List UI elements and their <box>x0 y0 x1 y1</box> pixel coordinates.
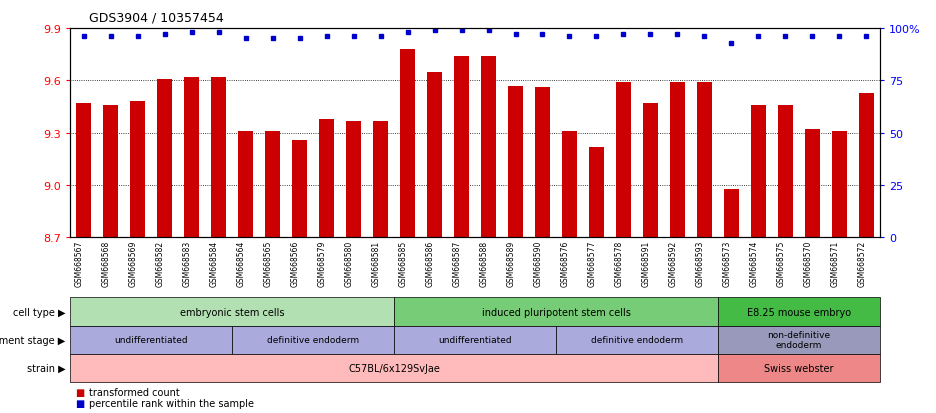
Text: GSM668567: GSM668567 <box>75 240 83 286</box>
Text: GSM668592: GSM668592 <box>668 240 678 286</box>
Text: GSM668577: GSM668577 <box>588 240 596 286</box>
Bar <box>832 132 847 238</box>
Bar <box>859 93 874 238</box>
Text: GDS3904 / 10357454: GDS3904 / 10357454 <box>89 12 224 25</box>
Text: definitive endoderm: definitive endoderm <box>591 335 683 344</box>
Bar <box>238 132 253 238</box>
Bar <box>535 88 550 238</box>
Text: GSM668582: GSM668582 <box>155 240 165 286</box>
Text: C57BL/6x129SvJae: C57BL/6x129SvJae <box>348 363 440 373</box>
Bar <box>346 121 361 238</box>
Text: GSM668581: GSM668581 <box>372 240 381 286</box>
Text: induced pluripotent stem cells: induced pluripotent stem cells <box>481 307 631 317</box>
Text: E8.25 mouse embryo: E8.25 mouse embryo <box>747 307 851 317</box>
Text: ■: ■ <box>75 387 84 397</box>
Text: undifferentiated: undifferentiated <box>114 335 188 344</box>
Text: transformed count: transformed count <box>89 387 180 397</box>
Bar <box>751 106 766 238</box>
Text: development stage ▶: development stage ▶ <box>0 335 66 345</box>
Text: GSM668565: GSM668565 <box>264 240 272 286</box>
Text: cell type ▶: cell type ▶ <box>13 307 66 317</box>
Text: GSM668580: GSM668580 <box>344 240 354 286</box>
Text: GSM668571: GSM668571 <box>830 240 840 286</box>
Text: GSM668588: GSM668588 <box>479 240 489 286</box>
Text: non-definitive
endoderm: non-definitive endoderm <box>768 330 830 349</box>
Bar <box>212 78 227 238</box>
Text: undifferentiated: undifferentiated <box>438 335 512 344</box>
Text: GSM668576: GSM668576 <box>561 240 569 286</box>
Bar <box>103 106 118 238</box>
Bar <box>292 140 307 238</box>
Bar <box>265 132 280 238</box>
Bar <box>157 79 172 238</box>
Text: GSM668584: GSM668584 <box>210 240 219 286</box>
Text: GSM668569: GSM668569 <box>128 240 138 286</box>
Text: GSM668587: GSM668587 <box>452 240 461 286</box>
Bar <box>805 130 820 238</box>
Bar <box>76 104 91 238</box>
Text: GSM668590: GSM668590 <box>534 240 543 286</box>
Text: GSM668574: GSM668574 <box>750 240 758 286</box>
Text: GSM668583: GSM668583 <box>183 240 192 286</box>
Bar <box>184 78 199 238</box>
Text: GSM668575: GSM668575 <box>776 240 785 286</box>
Text: GSM668568: GSM668568 <box>102 240 110 286</box>
Text: GSM668578: GSM668578 <box>614 240 623 286</box>
Text: GSM668589: GSM668589 <box>506 240 516 286</box>
Text: GSM668572: GSM668572 <box>857 240 867 286</box>
Text: Swiss webster: Swiss webster <box>764 363 834 373</box>
Text: GSM668564: GSM668564 <box>237 240 245 286</box>
Bar <box>481 57 496 238</box>
Bar <box>508 86 523 238</box>
Text: GSM668586: GSM668586 <box>426 240 434 286</box>
Bar <box>589 147 604 238</box>
Bar <box>778 106 793 238</box>
Bar <box>643 104 658 238</box>
Bar <box>697 83 712 238</box>
Bar <box>130 102 145 238</box>
Text: GSM668566: GSM668566 <box>290 240 300 286</box>
Bar <box>427 72 442 238</box>
Bar <box>454 57 469 238</box>
Text: ■: ■ <box>75 398 84 408</box>
Text: strain ▶: strain ▶ <box>27 363 66 373</box>
Bar <box>319 119 334 238</box>
Text: embryonic stem cells: embryonic stem cells <box>180 307 285 317</box>
Bar <box>724 189 739 238</box>
Text: GSM668573: GSM668573 <box>723 240 731 286</box>
Text: GSM668579: GSM668579 <box>317 240 327 286</box>
Bar <box>562 132 577 238</box>
Text: GSM668585: GSM668585 <box>399 240 407 286</box>
Bar <box>670 83 685 238</box>
Bar <box>616 83 631 238</box>
Text: GSM668570: GSM668570 <box>803 240 812 286</box>
Bar <box>400 50 415 238</box>
Text: GSM668593: GSM668593 <box>695 240 705 286</box>
Text: definitive endoderm: definitive endoderm <box>267 335 359 344</box>
Bar <box>373 121 388 238</box>
Text: GSM668591: GSM668591 <box>641 240 651 286</box>
Text: percentile rank within the sample: percentile rank within the sample <box>89 398 254 408</box>
